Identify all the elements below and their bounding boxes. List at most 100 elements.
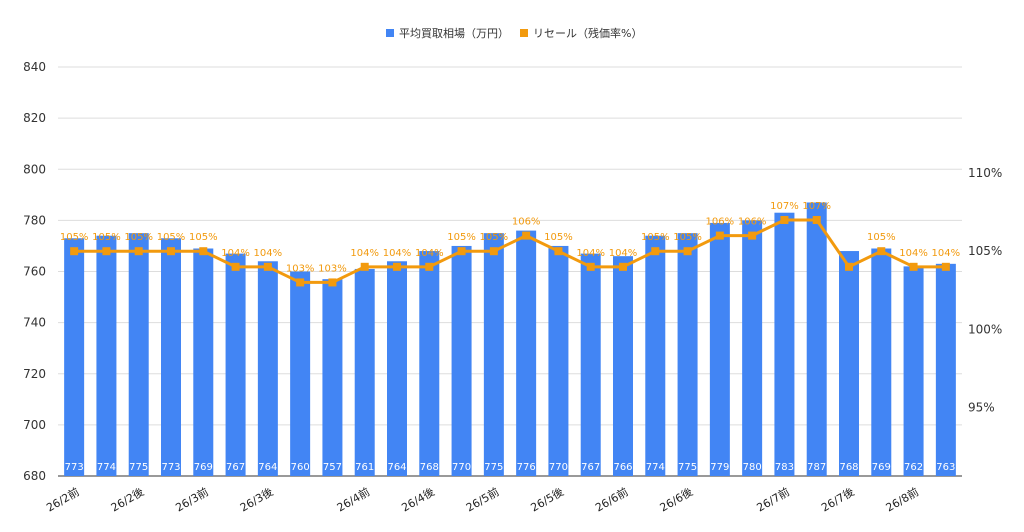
x-tick-label: 26/7後 [819, 484, 857, 514]
line-value-label: 105% [189, 232, 218, 243]
bar-value-label: 780 [743, 462, 762, 473]
line-marker [909, 262, 918, 271]
right-tick-label: 100% [968, 322, 1002, 336]
bar-value-label: 774 [646, 462, 665, 473]
bar-value-label: 761 [355, 462, 374, 473]
right-tick-label: 105% [968, 244, 1002, 258]
line-marker [360, 262, 369, 271]
bar-value-label: 787 [807, 462, 826, 473]
bar-value-label: 774 [97, 462, 116, 473]
line-marker [522, 231, 531, 240]
line-value-label: 104% [383, 248, 412, 259]
bar [806, 202, 827, 476]
bar-value-label: 757 [323, 462, 342, 473]
line-marker [586, 262, 595, 271]
bar-value-label: 769 [194, 462, 213, 473]
bar [871, 248, 892, 476]
bar [483, 233, 504, 476]
bar [839, 251, 859, 476]
x-tick-label: 26/8前 [883, 484, 921, 514]
bar-value-label: 766 [613, 462, 632, 473]
right-axis-ticks: 95% 100% 105% 110% [968, 166, 1002, 414]
left-tick-label: 700 [23, 418, 46, 432]
bar-value-label: 775 [129, 462, 148, 473]
line-marker [167, 247, 175, 256]
bar [193, 248, 214, 476]
legend-swatch-line [520, 29, 528, 37]
bar [161, 238, 181, 476]
bar-value-label: 767 [226, 462, 245, 473]
line-marker [845, 262, 853, 271]
bar [257, 261, 278, 476]
line-value-label: 104% [415, 248, 444, 259]
line-marker [683, 247, 692, 256]
bar-value-label: 769 [872, 462, 891, 473]
bar-value-label: 768 [839, 462, 858, 473]
legend-label-bar: 平均買取相場（万円） [399, 27, 509, 40]
right-tick-label: 110% [968, 166, 1002, 180]
bar [516, 230, 537, 476]
line-marker [296, 278, 305, 287]
left-tick-label: 840 [23, 60, 46, 74]
line-marker [651, 247, 660, 256]
bar [935, 263, 956, 476]
bar-value-label: 768 [420, 462, 439, 473]
bar-value-label: 764 [258, 462, 277, 473]
line-value-label: 103% [286, 263, 315, 274]
x-tick-label: 26/7前 [754, 484, 792, 514]
line-marker [263, 262, 272, 271]
bar [451, 245, 472, 476]
line-value-label: 104% [609, 248, 638, 259]
line-data-labels: 105% 105% 105% 105% 105%104% 104%103% 103%104%… [60, 201, 960, 274]
line-marker [134, 247, 143, 256]
x-tick-label: 26/5後 [528, 484, 566, 514]
bar-value-label: 770 [549, 462, 568, 473]
bar [322, 279, 343, 476]
bar-value-label: 775 [484, 462, 503, 473]
x-axis-ticks: 26/2前 26/2後 26/3前 26/3後 26/4前 26/4後 26/5前 26/5後… [44, 484, 921, 514]
left-tick-label: 740 [23, 316, 46, 330]
bar-value-label: 779 [710, 462, 729, 473]
line-marker [425, 262, 434, 271]
bar-value-label: 762 [904, 462, 923, 473]
line-value-label: 104% [221, 248, 250, 259]
left-tick-label: 680 [23, 469, 46, 483]
legend-swatch-bar [386, 29, 394, 37]
bar-value-label: 760 [291, 462, 310, 473]
line-value-label: 105% [867, 232, 896, 243]
bar [903, 266, 924, 476]
bar-value-label: 783 [775, 462, 794, 473]
line-marker [780, 215, 789, 224]
line-value-label: 105% [92, 232, 121, 243]
line-value-label: 105% [480, 232, 509, 243]
x-tick-label: 26/6後 [657, 484, 695, 514]
line-value-label: 104% [932, 248, 961, 259]
bar [419, 251, 440, 476]
line-value-label: 104% [350, 248, 379, 259]
bar-value-label: 763 [936, 462, 955, 473]
line-value-label: 105% [673, 232, 702, 243]
bar-series [64, 202, 956, 477]
line-value-label: 103% [318, 263, 347, 274]
bar [742, 220, 763, 476]
line-marker [748, 231, 757, 240]
x-tick-label: 26/5前 [463, 484, 501, 514]
line-series [70, 215, 950, 287]
bar [580, 253, 601, 476]
bar [709, 222, 730, 476]
bar-value-label: 773 [161, 462, 180, 473]
line-value-label: 105% [124, 232, 153, 243]
left-tick-label: 760 [23, 265, 46, 279]
line-value-label: 105% [157, 232, 186, 243]
bar-value-label: 764 [387, 462, 406, 473]
line-value-label: 104% [576, 248, 605, 259]
x-tick-label: 26/3前 [173, 484, 211, 514]
bar [64, 238, 85, 476]
bar [548, 245, 569, 476]
line-marker [877, 247, 886, 256]
bar-value-label: 776 [517, 462, 536, 473]
line-value-label: 107% [802, 201, 831, 212]
line-marker [231, 262, 240, 271]
line-marker [70, 247, 79, 256]
bar [645, 235, 666, 476]
